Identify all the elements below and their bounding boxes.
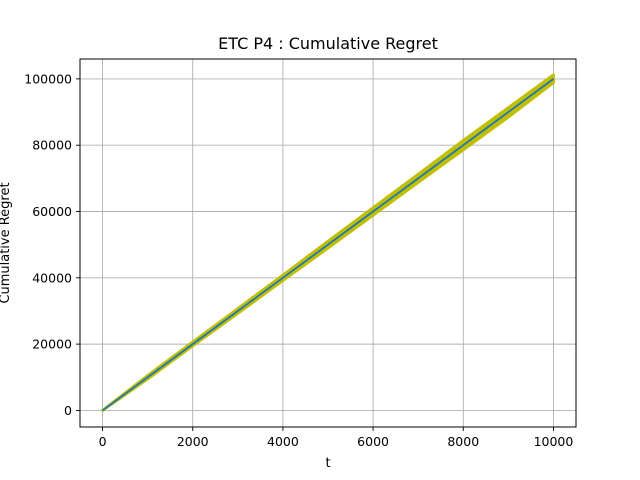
series-line [102, 78, 554, 412]
axes-frame [79, 58, 577, 428]
x-tick-label: 6000 [357, 434, 389, 449]
y-tick-label: 40000 [32, 270, 72, 285]
grid [80, 59, 576, 427]
x-tick-label: 2000 [177, 434, 209, 449]
y-tick-label: 60000 [32, 204, 72, 219]
x-tick-label: 0 [99, 434, 107, 449]
series-layer [102, 78, 554, 412]
x-tick-label: 8000 [447, 434, 479, 449]
y-tick-label: 0 [64, 403, 72, 418]
x-axis-label: t [325, 456, 330, 471]
y-tick-label: 100000 [24, 71, 72, 86]
x-tick-label: 4000 [267, 434, 299, 449]
y-axis-label: Cumulative Regret [0, 182, 13, 303]
ticks: 0 2000 4000 6000 8000 10000020000400006000080… [24, 71, 573, 449]
y-tick-label: 20000 [32, 337, 72, 352]
x-tick-label: 10000 [534, 434, 574, 449]
y-tick-label: 80000 [32, 138, 72, 153]
chart-title: ETC P4 : Cumulative Regret [218, 34, 438, 53]
